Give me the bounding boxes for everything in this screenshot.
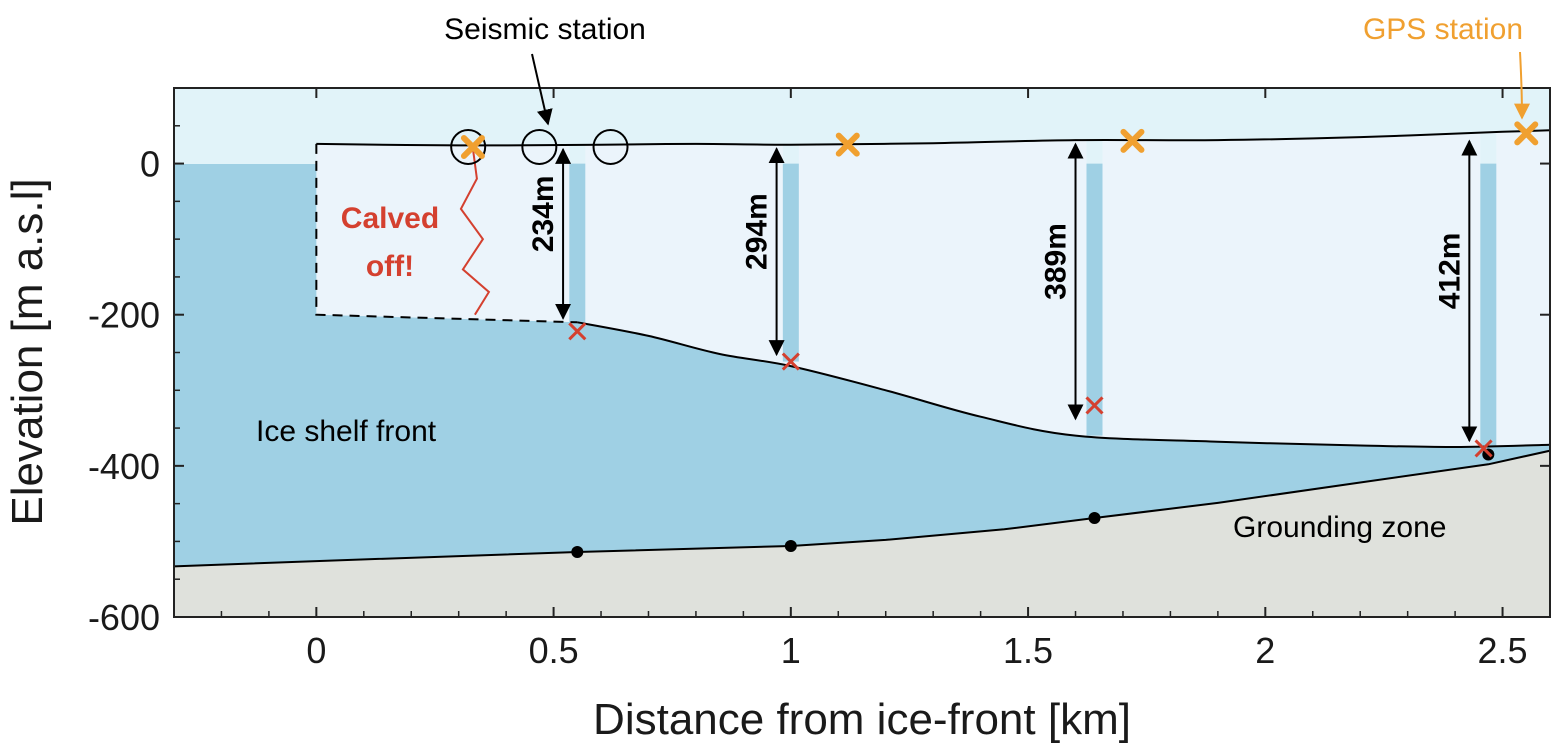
- ice-base-marker-4: [1474, 439, 1493, 458]
- x-tick-label-5: 2: [1255, 630, 1275, 671]
- gps-marker-4: [1514, 121, 1539, 146]
- grounding-zone-label: Grounding zone: [1233, 511, 1447, 544]
- borehole-gap-2: [782, 133, 799, 164]
- y-tick-label-3: -400: [88, 446, 160, 487]
- y-tick-label-1: 0: [140, 144, 160, 185]
- gps-marker-2: [835, 132, 860, 157]
- ice-shelf-body: [577, 130, 1550, 448]
- bed-region: [174, 449, 1550, 617]
- plot-area: 234m 294m 389m 412m: [174, 88, 1550, 617]
- borehole-1: [569, 163, 586, 324]
- borehole-gap-4: [1480, 133, 1497, 164]
- x-tick-label-6: 2.5: [1478, 630, 1528, 671]
- calved-off-label-line2: off!: [366, 250, 414, 283]
- x-tick-label-3: 1: [781, 630, 801, 671]
- gps-station-label: GPS station: [1363, 13, 1523, 46]
- ice-shelf-front-label: Ice shelf front: [256, 415, 437, 448]
- borehole-3: [1086, 163, 1103, 436]
- borehole-gap-3: [1086, 133, 1103, 164]
- gps-markers: [460, 121, 1539, 159]
- ice-base-marker-3: [1085, 396, 1104, 415]
- x-tick-label-4: 1.5: [1003, 630, 1053, 671]
- x-axis-label: Distance from ice-front [km]: [593, 695, 1131, 744]
- seismic-station-arrow: [531, 53, 553, 126]
- seismic-station-label: Seismic station: [444, 13, 646, 46]
- seismic-station-circle-3: [592, 128, 629, 165]
- ice-base-marker-2: [781, 352, 800, 371]
- gps-marker-3: [1120, 128, 1145, 153]
- calved-region: [316, 143, 578, 323]
- seismic-circles: [450, 128, 629, 165]
- thickness-arrows: 234m 294m 389m 412m: [527, 139, 1478, 443]
- ice-base-markers: [568, 322, 1493, 458]
- x-tick-label-2: 0.5: [529, 630, 579, 671]
- x-tick-label-1: 0: [306, 630, 326, 671]
- boreholes: [569, 133, 1497, 448]
- bed-point-3: [1088, 512, 1101, 525]
- y-tick-label-2: -200: [88, 295, 160, 336]
- ice-surface-line: [316, 129, 1550, 147]
- y-tick-label-4: -600: [88, 597, 160, 638]
- calving-crack: [459, 148, 491, 316]
- axis-ticks: 0 0.5 1 1.5 2 2.5 0 -200 -400 -600: [88, 87, 1550, 671]
- borehole-4: [1480, 163, 1497, 448]
- borehole-gap-1: [569, 133, 586, 164]
- ice-base-marker-1: [568, 322, 587, 341]
- seismic-station-circle-2: [521, 128, 558, 165]
- bed-point-2: [784, 539, 797, 552]
- gps-station-arrow: [1513, 51, 1530, 120]
- seismic-station-circle-1: [450, 128, 487, 165]
- calved-off-label-line1: Calved: [341, 202, 439, 235]
- y-axis-label: Elevation [m a.s.l]: [3, 178, 52, 525]
- calved-outline: [315, 143, 578, 324]
- gps-marker-1: [460, 134, 485, 159]
- bed-point-1: [571, 546, 584, 559]
- thickness-label-3: 389m: [1040, 223, 1073, 300]
- borehole-2: [782, 163, 799, 362]
- ice-base-line: [577, 321, 1550, 449]
- thickness-label-4: 412m: [1433, 233, 1466, 310]
- thickness-label-2: 294m: [741, 193, 774, 270]
- thickness-label-1: 234m: [527, 175, 560, 252]
